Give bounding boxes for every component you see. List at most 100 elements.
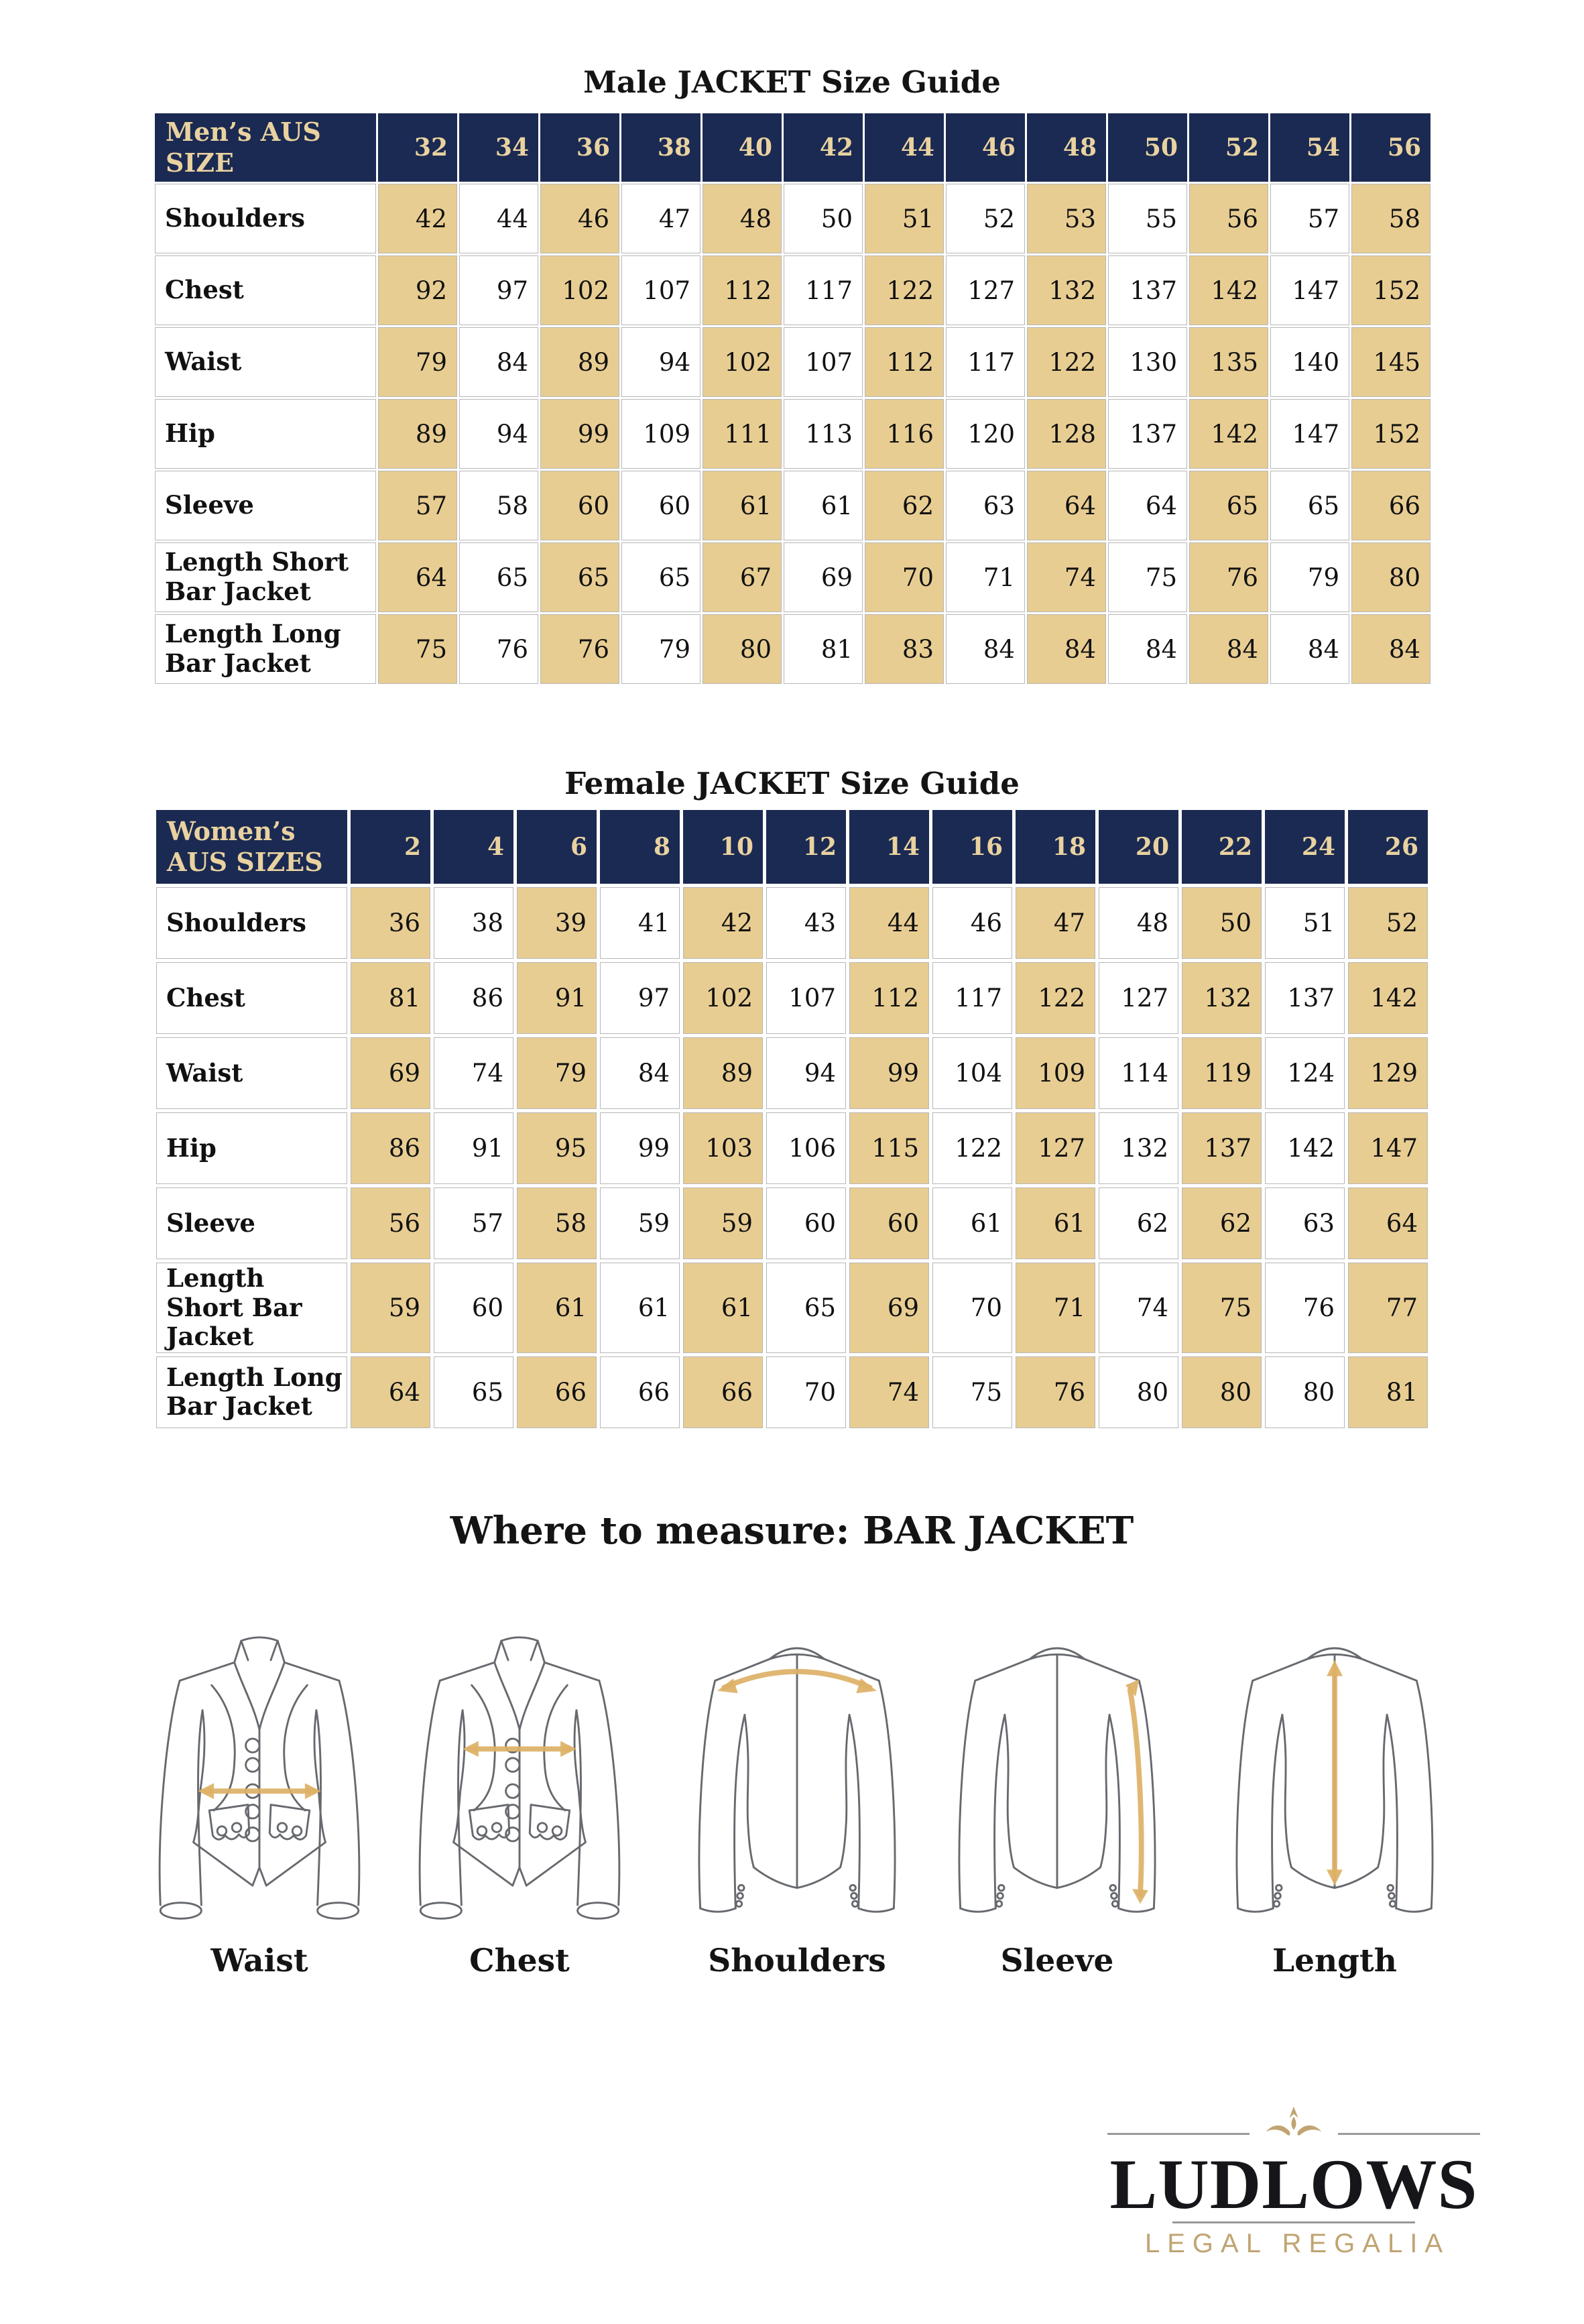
jacket-back-sleeve-illustration (958, 1647, 1156, 1913)
measurement-value-cell: 80 (1351, 542, 1430, 612)
measurement-row: Chest 81 86 91 97 102 107 112 117 122 127 132 137 142 (156, 962, 1428, 1034)
measurement-value-cell: 84 (1270, 614, 1349, 684)
figure-sleeve: Sleeve (943, 1626, 1171, 1979)
measurement-value-cell: 142 (1189, 399, 1268, 469)
measurement-value-cell: 61 (683, 1263, 763, 1353)
size-column-header: 46 (946, 113, 1025, 182)
measurement-value-cell: 64 (1027, 471, 1106, 540)
measurement-value-cell: 56 (351, 1187, 430, 1259)
size-header-label: Women’s AUS SIZES (156, 810, 347, 884)
measurement-value-cell: 86 (351, 1112, 430, 1184)
measurement-value-cell: 70 (932, 1263, 1012, 1353)
measurement-value-cell: 117 (946, 327, 1025, 397)
measurement-value-cell: 104 (932, 1037, 1012, 1109)
male-table-title: Male JACKET Size Guide (583, 64, 1001, 100)
measurement-value-cell: 81 (1348, 1356, 1428, 1428)
measurement-value-cell: 48 (703, 184, 782, 253)
measurement-value-cell: 137 (1108, 399, 1187, 469)
measurement-value-cell: 147 (1270, 399, 1349, 469)
measurement-value-cell: 76 (1265, 1263, 1345, 1353)
measurement-value-cell: 65 (1189, 471, 1268, 540)
figure-label-length: Length (1272, 1942, 1397, 1979)
measurement-row: Chest 92 97 102 107 112 117 122 127 132 137 142 147 1… (155, 255, 1430, 325)
measurement-value-cell: 39 (517, 887, 597, 959)
measurement-value-cell: 115 (849, 1112, 929, 1184)
size-column-header: 4 (434, 810, 513, 884)
measurement-value-cell: 122 (932, 1112, 1012, 1184)
measurement-row: Length Long Bar Jacket 75 76 76 79 80 81 83 84 84… (155, 614, 1430, 684)
measurement-value-cell: 41 (600, 887, 680, 959)
measurement-value-cell: 65 (540, 542, 619, 612)
measurement-row-label: Hip (155, 399, 376, 469)
measurement-value-cell: 74 (1099, 1263, 1178, 1353)
measurement-value-cell: 65 (766, 1263, 846, 1353)
measurement-value-cell: 132 (1027, 255, 1106, 325)
measurement-value-cell: 84 (600, 1037, 680, 1109)
measurement-value-cell: 65 (459, 542, 538, 612)
female-size-table: Women’s AUS SIZES 2 4 6 8 10 12 14 16 18 20 22 24 26 S… (153, 807, 1431, 1432)
measurement-row: Length Long Bar Jacket 64 65 66 66 66 70 74 75 76… (156, 1356, 1428, 1428)
measurement-value-cell: 91 (517, 962, 597, 1034)
measurement-value-cell: 142 (1348, 962, 1428, 1034)
measurement-value-cell: 74 (434, 1037, 513, 1109)
figure-chest: Chest (406, 1626, 633, 1979)
measurement-value-cell: 83 (865, 614, 944, 684)
measurement-row-label: Chest (155, 255, 376, 325)
chest-measure-arrow (463, 1741, 576, 1757)
measurement-value-cell: 119 (1182, 1037, 1262, 1109)
measurement-value-cell: 84 (1351, 614, 1430, 684)
figure-label-waist: Waist (210, 1942, 308, 1979)
measurement-value-cell: 114 (1099, 1037, 1178, 1109)
measurement-value-cell: 135 (1189, 327, 1268, 397)
measurement-value-cell: 120 (946, 399, 1025, 469)
measurement-value-cell: 152 (1351, 399, 1430, 469)
measurement-value-cell: 127 (1099, 962, 1178, 1034)
measurement-value-cell: 61 (1016, 1187, 1095, 1259)
figure-waist: Waist (145, 1626, 373, 1979)
measurement-row-label: Length Long Bar Jacket (155, 614, 376, 684)
measurement-value-cell: 75 (1182, 1263, 1262, 1353)
measurement-value-cell: 77 (1348, 1263, 1428, 1353)
measurement-value-cell: 61 (784, 471, 863, 540)
measurement-value-cell: 122 (865, 255, 944, 325)
logo-wordmark: LUDLOWS (1109, 2145, 1478, 2223)
measurement-value-cell: 84 (1108, 614, 1187, 684)
measurement-value-cell: 64 (1348, 1187, 1428, 1259)
measurement-value-cell: 89 (683, 1037, 763, 1109)
measurement-value-cell: 56 (1189, 184, 1268, 253)
measurement-value-cell: 99 (600, 1112, 680, 1184)
measurement-value-cell: 62 (865, 471, 944, 540)
measurement-value-cell: 79 (378, 327, 457, 397)
measurement-value-cell: 57 (434, 1187, 513, 1259)
size-column-header: 56 (1351, 113, 1430, 182)
length-measure-arrow (1327, 1660, 1343, 1886)
measurement-value-cell: 91 (434, 1112, 513, 1184)
measurement-value-cell: 69 (849, 1263, 929, 1353)
measurement-value-cell: 58 (459, 471, 538, 540)
measurement-value-cell: 66 (1351, 471, 1430, 540)
size-column-header: 14 (849, 810, 929, 884)
measurement-row: Shoulders 42 44 46 47 48 50 51 52 53 55 56 57 58 (155, 184, 1430, 253)
measurement-value-cell: 48 (1099, 887, 1178, 959)
measurement-value-cell: 61 (600, 1263, 680, 1353)
measurement-value-cell: 61 (932, 1187, 1012, 1259)
jacket-front-waist-illustration (158, 1636, 361, 1920)
measurement-value-cell: 112 (849, 962, 929, 1034)
measurement-value-cell: 99 (540, 399, 619, 469)
jacket-back-length-illustration (1235, 1647, 1434, 1913)
measurement-value-cell: 102 (703, 327, 782, 397)
size-column-header: 26 (1348, 810, 1428, 884)
measurement-value-cell: 107 (766, 962, 846, 1034)
measurement-value-cell: 64 (378, 542, 457, 612)
measurement-value-cell: 70 (766, 1356, 846, 1428)
crown-flourish-icon (1266, 2106, 1322, 2136)
figure-label-sleeve: Sleeve (1000, 1942, 1114, 1979)
figure-shoulders: Shoulders (683, 1626, 911, 1979)
figure-label-shoulders: Shoulders (708, 1942, 886, 1979)
size-header-label: Men’s AUS SIZE (155, 113, 376, 182)
measurement-value-cell: 50 (1182, 887, 1262, 959)
measurement-value-cell: 80 (1182, 1356, 1262, 1428)
sleeve-measure-arrow (1125, 1679, 1148, 1904)
size-column-header: 22 (1182, 810, 1262, 884)
